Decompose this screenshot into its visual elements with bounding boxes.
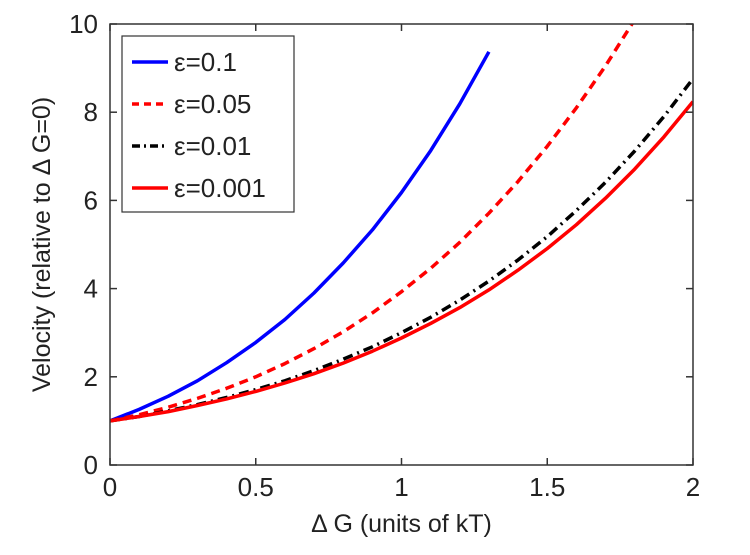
series-line-4	[110, 100, 693, 423]
y-tick-label: 2	[84, 362, 98, 392]
x-tick-label: 0.5	[238, 472, 274, 502]
legend-label-1: ε=0.1	[174, 47, 237, 77]
series-layer	[110, 24, 693, 423]
legend-box	[121, 35, 295, 213]
ticks-layer: 0 0.5 1 1.5 2 0 2 4 6 8 10	[69, 9, 700, 502]
x-tick-label: 2	[686, 472, 700, 502]
x-tick-label: 1.5	[529, 472, 565, 502]
y-tick-label: 0	[84, 450, 98, 480]
legend-label-2: ε=0.05	[174, 89, 251, 119]
x-axis-label: Δ G (units of kT)	[311, 510, 492, 538]
y-tick-label: 4	[84, 274, 98, 304]
legend: ε=0.1 ε=0.05 ε=0.01 ε=0.001	[121, 35, 295, 213]
legend-label-3: ε=0.01	[174, 131, 251, 161]
series-line-1	[110, 50, 491, 423]
y-tick-label: 10	[69, 9, 98, 39]
series-line-2	[110, 24, 634, 423]
legend-label-4: ε=0.001	[174, 173, 266, 203]
y-tick-label: 8	[84, 97, 98, 127]
y-axis-label: Velocity (relative to Δ G=0)	[28, 97, 56, 392]
y-tick-label: 6	[84, 185, 98, 215]
x-tick-label: 0	[103, 472, 117, 502]
x-tick-label: 1	[394, 472, 408, 502]
